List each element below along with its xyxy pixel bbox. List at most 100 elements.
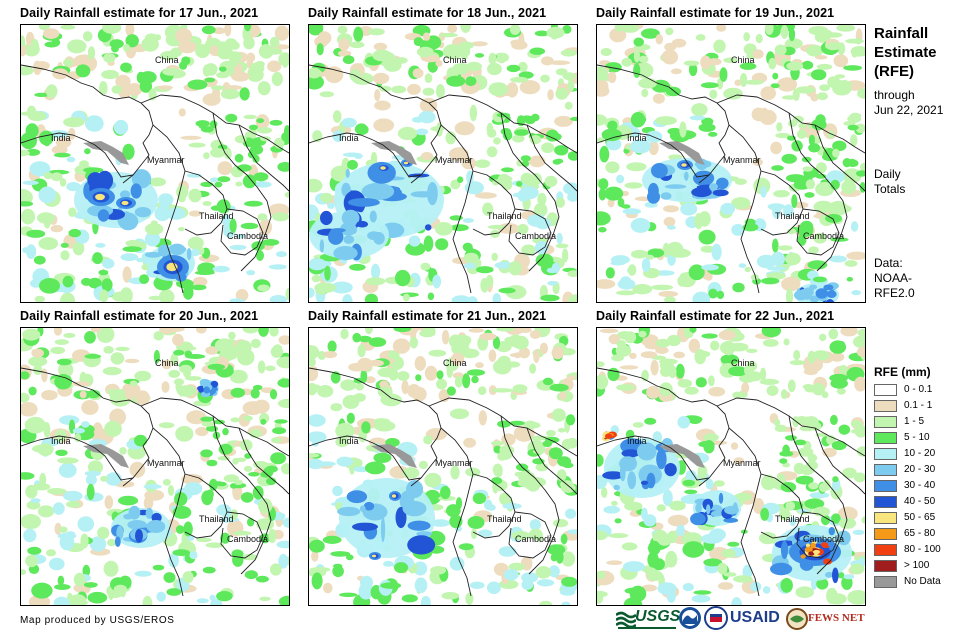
rainfall-patch xyxy=(432,274,442,289)
rainfall-patch xyxy=(795,475,814,485)
rainfall-patch xyxy=(785,501,796,511)
rainfall-patch xyxy=(254,181,272,188)
country-border xyxy=(526,427,577,495)
rainfall-patch xyxy=(200,181,214,187)
rainfall-patch xyxy=(242,415,253,421)
rainfall-patch xyxy=(771,251,785,267)
country-border xyxy=(21,132,134,178)
rainfall-patch xyxy=(621,449,640,458)
rainfall-patch xyxy=(810,542,816,549)
rainfall-patch xyxy=(380,582,402,589)
rainfall-patch xyxy=(256,118,265,124)
rainfall-patch xyxy=(162,478,171,486)
rainfall-patch xyxy=(30,498,41,503)
rainfall-patch xyxy=(600,48,612,56)
rainfall-patch xyxy=(222,345,239,360)
country-border xyxy=(508,511,552,559)
rainfall-patch xyxy=(567,151,577,161)
rainfall-patch xyxy=(660,192,672,200)
rainfall-patch xyxy=(629,585,647,602)
rainfall-patch xyxy=(109,39,124,49)
rainfall-patch xyxy=(847,124,859,131)
rainfall-patch xyxy=(430,566,447,575)
rainfall-patch xyxy=(209,120,218,129)
rainfall-patch xyxy=(501,167,514,173)
rainfall-patch xyxy=(851,49,858,58)
rainfall-patch xyxy=(848,158,857,166)
rainfall-patch xyxy=(466,170,474,185)
rainfall-patch xyxy=(550,553,558,562)
rainfall-patch xyxy=(256,518,275,531)
rainfall-patch xyxy=(652,93,665,104)
rainfall-patch xyxy=(655,34,664,45)
rainfall-patch xyxy=(269,328,279,337)
rainfall-patch xyxy=(60,25,76,30)
rainfall-patch xyxy=(87,591,108,604)
country-border xyxy=(440,427,474,597)
rainfall-patch xyxy=(720,202,735,215)
rainfall-patch xyxy=(27,111,47,121)
rainfall-patch xyxy=(644,417,657,425)
rainfall-patch xyxy=(172,505,192,519)
rainfall-map: China India Myanmar Thailand Cambodia xyxy=(308,24,578,303)
rainfall-patch xyxy=(511,530,530,540)
rainfall-patch xyxy=(409,336,418,349)
rainfall-patch xyxy=(801,60,814,70)
rainfall-patch xyxy=(309,382,318,396)
rainfall-patch xyxy=(509,25,521,35)
rainfall-patch xyxy=(607,71,617,83)
rainfall-patch xyxy=(43,136,51,147)
rainfall-patch xyxy=(316,43,324,56)
rainfall-patch xyxy=(129,380,138,387)
rainfall-patch xyxy=(597,66,609,81)
rainfall-patch xyxy=(368,337,387,347)
rainfall-patch xyxy=(794,439,807,446)
rainfall-patch xyxy=(498,579,519,589)
rainfall-patch xyxy=(66,156,76,163)
rainfall-patch xyxy=(220,532,231,544)
legend-item: 1 - 5 xyxy=(874,415,964,431)
country-border xyxy=(21,435,134,481)
rainfall-patch xyxy=(113,119,129,135)
rainfall-patch xyxy=(624,182,643,189)
rainfall-patch xyxy=(168,553,179,568)
rainfall-patch xyxy=(823,558,832,565)
rainfall-patch xyxy=(269,295,287,302)
rainfall-patch xyxy=(597,114,608,126)
rainfall-patch xyxy=(153,349,160,364)
rainfall-patch xyxy=(68,127,76,140)
rainfall-patch xyxy=(808,134,815,146)
rainfall-patch xyxy=(235,289,249,302)
rainfall-map-canvas xyxy=(597,25,865,302)
legend-item: 0.1 - 1 xyxy=(874,399,964,415)
rainfall-patch xyxy=(537,192,547,206)
rainfall-patch xyxy=(640,351,658,359)
rainfall-patch xyxy=(166,207,186,220)
rainfall-patch xyxy=(761,277,780,285)
rainfall-patch xyxy=(178,194,186,203)
legend-label: 1 - 5 xyxy=(904,416,925,427)
rainfall-patch xyxy=(84,115,104,132)
rainfall-patch xyxy=(837,506,858,521)
rainfall-patch xyxy=(216,71,230,79)
rainfall-patch xyxy=(529,422,541,429)
rainfall-patch xyxy=(781,276,801,292)
rainfall-patch xyxy=(63,58,74,67)
rainfall-patch xyxy=(493,445,502,454)
rainfall-patch xyxy=(802,384,815,390)
rainfall-patch xyxy=(643,514,657,527)
rainfall-patch xyxy=(37,505,55,518)
rainfall-patch xyxy=(842,467,857,479)
rainfall-patch xyxy=(766,385,779,396)
rainfall-patch xyxy=(220,88,240,100)
rainfall-patch xyxy=(182,571,194,584)
rainfall-patch xyxy=(744,266,751,273)
rainfall-patch xyxy=(597,454,604,467)
rainfall-patch xyxy=(646,254,654,260)
rainfall-patch xyxy=(121,200,129,206)
rainfall-patch xyxy=(229,298,245,302)
country-label-india: India xyxy=(51,436,71,446)
rainfall-patch xyxy=(27,546,42,555)
rainfall-patch xyxy=(597,530,608,541)
rainfall-map-canvas xyxy=(597,328,865,605)
